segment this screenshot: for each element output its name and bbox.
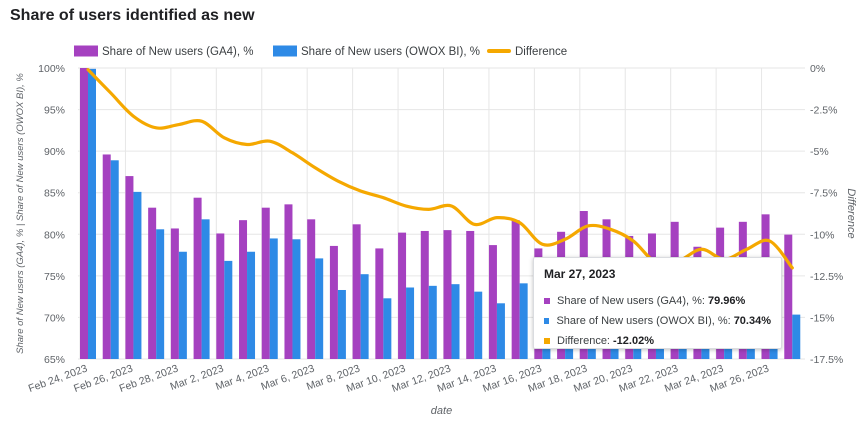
tooltip-row-difference: Difference: -12.02% — [544, 331, 771, 351]
bar-ga4 — [148, 207, 157, 359]
y-tick-label: 80% — [44, 229, 65, 241]
bar-owox — [428, 285, 437, 359]
bar-ga4 — [375, 248, 384, 359]
difference-swatch-icon — [544, 338, 550, 344]
bar-owox — [792, 314, 801, 359]
bar-ga4 — [352, 224, 361, 359]
bar-owox — [406, 287, 415, 359]
bar-ga4 — [329, 245, 338, 359]
y-tick-label: 75% — [44, 271, 65, 283]
legend-label: Share of New users (GA4), % — [102, 46, 253, 58]
bar-ga4 — [466, 230, 475, 359]
bar-ga4 — [239, 220, 248, 359]
hover-tooltip: Mar 27, 2023 Share of New users (GA4), %… — [533, 257, 782, 349]
bar-ga4 — [261, 207, 270, 359]
bar-ga4 — [125, 176, 134, 359]
bar-ga4 — [284, 204, 293, 359]
bar-ga4 — [307, 219, 316, 359]
y-tick-label: 65% — [44, 354, 65, 366]
bar-owox — [269, 238, 278, 359]
owox-swatch-icon — [544, 318, 550, 324]
y-tick-label: 100% — [38, 63, 65, 75]
bar-owox — [496, 303, 505, 359]
bar-owox — [156, 229, 165, 359]
bar-ga4 — [443, 230, 452, 359]
tooltip-label: Share of New users (GA4), %: — [557, 295, 705, 307]
bar-ga4 — [170, 228, 179, 359]
tooltip-value: -12.02% — [613, 335, 654, 347]
bar-ga4 — [420, 230, 429, 359]
bar-ga4 — [216, 233, 225, 359]
tooltip-label: Share of New users (OWOX BI), %: — [556, 315, 731, 327]
bar-owox — [360, 274, 369, 359]
legend-label: Difference — [515, 46, 567, 58]
tooltip-row-ga4: Share of New users (GA4), %: 79.96% — [544, 291, 771, 311]
bar-owox — [88, 68, 96, 360]
tooltip-value: 70.34% — [733, 315, 771, 327]
y2-tick-label: -12.5% — [810, 271, 843, 283]
bar-owox — [201, 219, 210, 359]
tooltip-row-owox: Share of New users (OWOX BI), %: 70.34% — [544, 311, 771, 331]
bar-owox — [451, 284, 460, 359]
bar-owox — [315, 258, 324, 359]
y2-tick-label: -15% — [810, 312, 835, 324]
tooltip-date: Mar 27, 2023 — [544, 267, 616, 281]
x-axis-title: date — [431, 405, 452, 417]
legend-label: Share of New users (OWOX BI), % — [301, 46, 480, 58]
bar-ga4 — [398, 232, 407, 359]
y2-tick-label: -7.5% — [810, 188, 837, 200]
y2-tick-label: -5% — [810, 146, 829, 158]
bar-ga4 — [102, 154, 111, 359]
y2-tick-label: -10% — [810, 229, 835, 241]
legend-swatch-owox-icon — [273, 45, 297, 57]
bar-ga4 — [80, 68, 88, 359]
bar-owox — [224, 260, 233, 359]
tooltip-label: Difference: — [557, 335, 610, 347]
legend-swatch-ga4-icon — [74, 45, 98, 57]
bar-owox — [519, 283, 528, 359]
ga4-swatch-icon — [544, 298, 550, 304]
bar-ga4 — [784, 234, 793, 359]
y-tick-label: 90% — [44, 146, 65, 158]
bar-owox — [133, 191, 142, 359]
bar-ga4 — [511, 220, 520, 359]
bar-owox — [178, 251, 187, 359]
bar-owox — [292, 239, 301, 359]
bar-ga4 — [193, 197, 202, 359]
legend-swatch-difference-icon — [487, 49, 511, 53]
chart-title: Share of users identified as new — [10, 7, 255, 24]
y2-axis-title: Difference — [845, 188, 857, 238]
bar-ga4 — [488, 245, 497, 359]
bar-owox — [474, 291, 483, 359]
tooltip-value: 79.96% — [707, 295, 746, 307]
bar-owox — [383, 298, 392, 359]
y2-tick-label: -17.5% — [810, 354, 843, 366]
y-axis-title: Share of New users (GA4), % | Share of N… — [15, 73, 26, 354]
bar-owox — [337, 289, 346, 359]
y2-tick-label: -2.5% — [810, 105, 837, 117]
y-tick-label: 85% — [44, 188, 65, 200]
y-tick-label: 70% — [44, 312, 65, 324]
y-tick-label: 95% — [44, 105, 65, 117]
y2-tick-label: 0% — [810, 63, 825, 75]
bar-owox — [247, 251, 256, 359]
bar-owox — [110, 160, 119, 359]
